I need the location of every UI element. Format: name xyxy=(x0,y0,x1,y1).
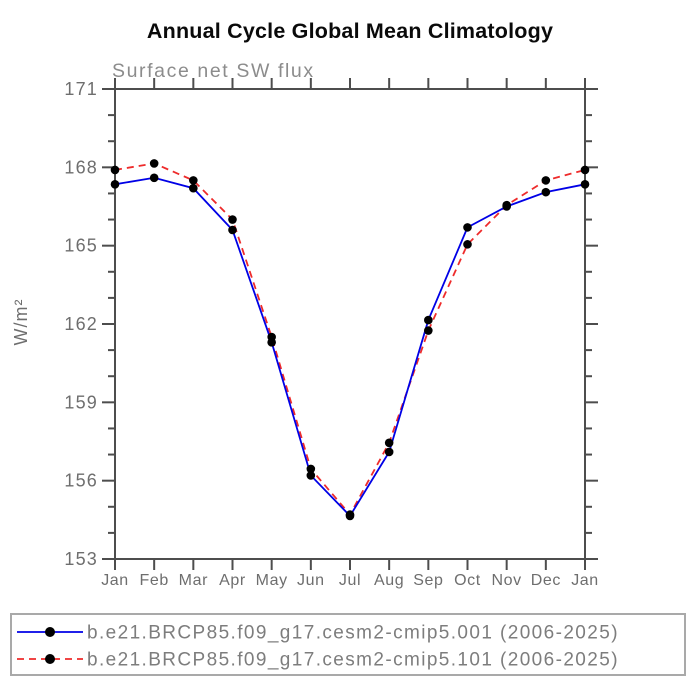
data-point xyxy=(228,215,237,224)
data-point xyxy=(149,173,159,183)
data-point xyxy=(267,332,276,342)
data-point xyxy=(502,200,511,210)
data-point xyxy=(541,176,551,185)
x-tick-label: Apr xyxy=(219,572,246,589)
x-tick-label: Nov xyxy=(492,572,522,589)
data-point xyxy=(463,223,472,232)
data-point xyxy=(541,187,551,197)
data-point xyxy=(110,180,120,189)
x-tick-label: Sep xyxy=(413,572,443,589)
series-line-solid xyxy=(114,176,586,518)
legend-marker xyxy=(45,627,55,637)
data-point xyxy=(306,464,316,474)
legend-label: b.e21.BRCP85.f09_g17.cesm2-cmip5.001 (20… xyxy=(87,623,619,644)
data-point xyxy=(384,447,394,457)
x-tick-label: Jan xyxy=(571,572,599,589)
y-tick-label: 156 xyxy=(64,471,98,491)
x-tick-label: Oct xyxy=(454,572,481,589)
axes-layer: 153 156 159 162 165 168 171 Jan Feb Mar Apr May Jun J… xyxy=(64,78,598,589)
legend-marker xyxy=(45,654,55,664)
legend-item: b.e21.BRCP85.f09_g17.cesm2-cmip5.101 (20… xyxy=(17,650,619,671)
legend-item: b.e21.BRCP85.f09_g17.cesm2-cmip5.001 (20… xyxy=(17,623,619,644)
data-point xyxy=(463,240,472,249)
series-layer xyxy=(110,159,590,521)
y-tick-label: 165 xyxy=(64,236,98,256)
data-point xyxy=(580,180,590,189)
data-point xyxy=(110,165,120,175)
y-tick-label: 168 xyxy=(64,157,98,177)
x-tick-label: Feb xyxy=(139,572,168,589)
data-point xyxy=(189,183,198,193)
chart-subtitle: Surface net SW flux xyxy=(112,60,315,82)
y-tick-label: 153 xyxy=(64,549,98,569)
x-tick-label: Jul xyxy=(339,572,361,589)
x-tick-label: Jun xyxy=(297,572,325,589)
x-tick-label: May xyxy=(256,572,288,589)
y-axis-label: W/m² xyxy=(11,299,31,346)
data-point xyxy=(228,225,237,235)
plot-frame xyxy=(114,88,586,560)
data-point xyxy=(580,165,590,175)
data-point xyxy=(424,326,433,335)
legend-frame xyxy=(10,613,686,676)
data-point xyxy=(149,159,159,168)
y-tick-label: 159 xyxy=(64,392,98,412)
x-tick-label: Aug xyxy=(374,572,404,589)
data-point xyxy=(306,471,316,480)
y-tick-label: 162 xyxy=(64,314,98,334)
legend-box: b.e21.BRCP85.f09_g17.cesm2-cmip5.001 (20… xyxy=(10,613,686,676)
x-tick-label: Dec xyxy=(531,572,561,589)
data-point xyxy=(424,315,433,325)
data-point xyxy=(384,438,394,448)
data-point xyxy=(345,510,355,519)
x-tick-label: Mar xyxy=(179,572,208,589)
data-point xyxy=(189,176,198,185)
series-line-dashed xyxy=(114,162,586,517)
chart-title: Annual Cycle Global Mean Climatology xyxy=(147,19,553,43)
y-tick-label: 171 xyxy=(64,79,98,99)
legend-label: b.e21.BRCP85.f09_g17.cesm2-cmip5.101 (20… xyxy=(87,650,619,671)
x-tick-label: Jan xyxy=(101,572,129,589)
